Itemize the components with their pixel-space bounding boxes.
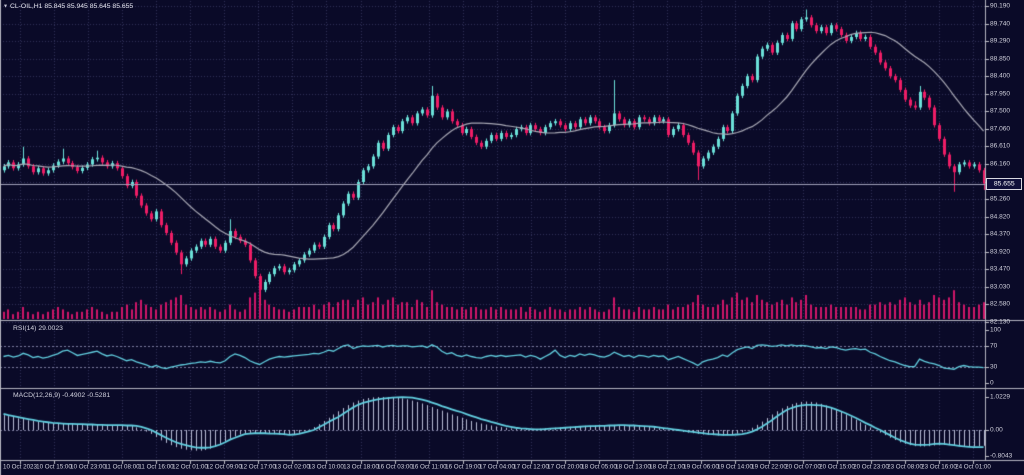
price-panel[interactable] [0, 0, 985, 320]
macd-panel[interactable] [0, 389, 985, 460]
rsi-panel[interactable] [0, 321, 985, 388]
